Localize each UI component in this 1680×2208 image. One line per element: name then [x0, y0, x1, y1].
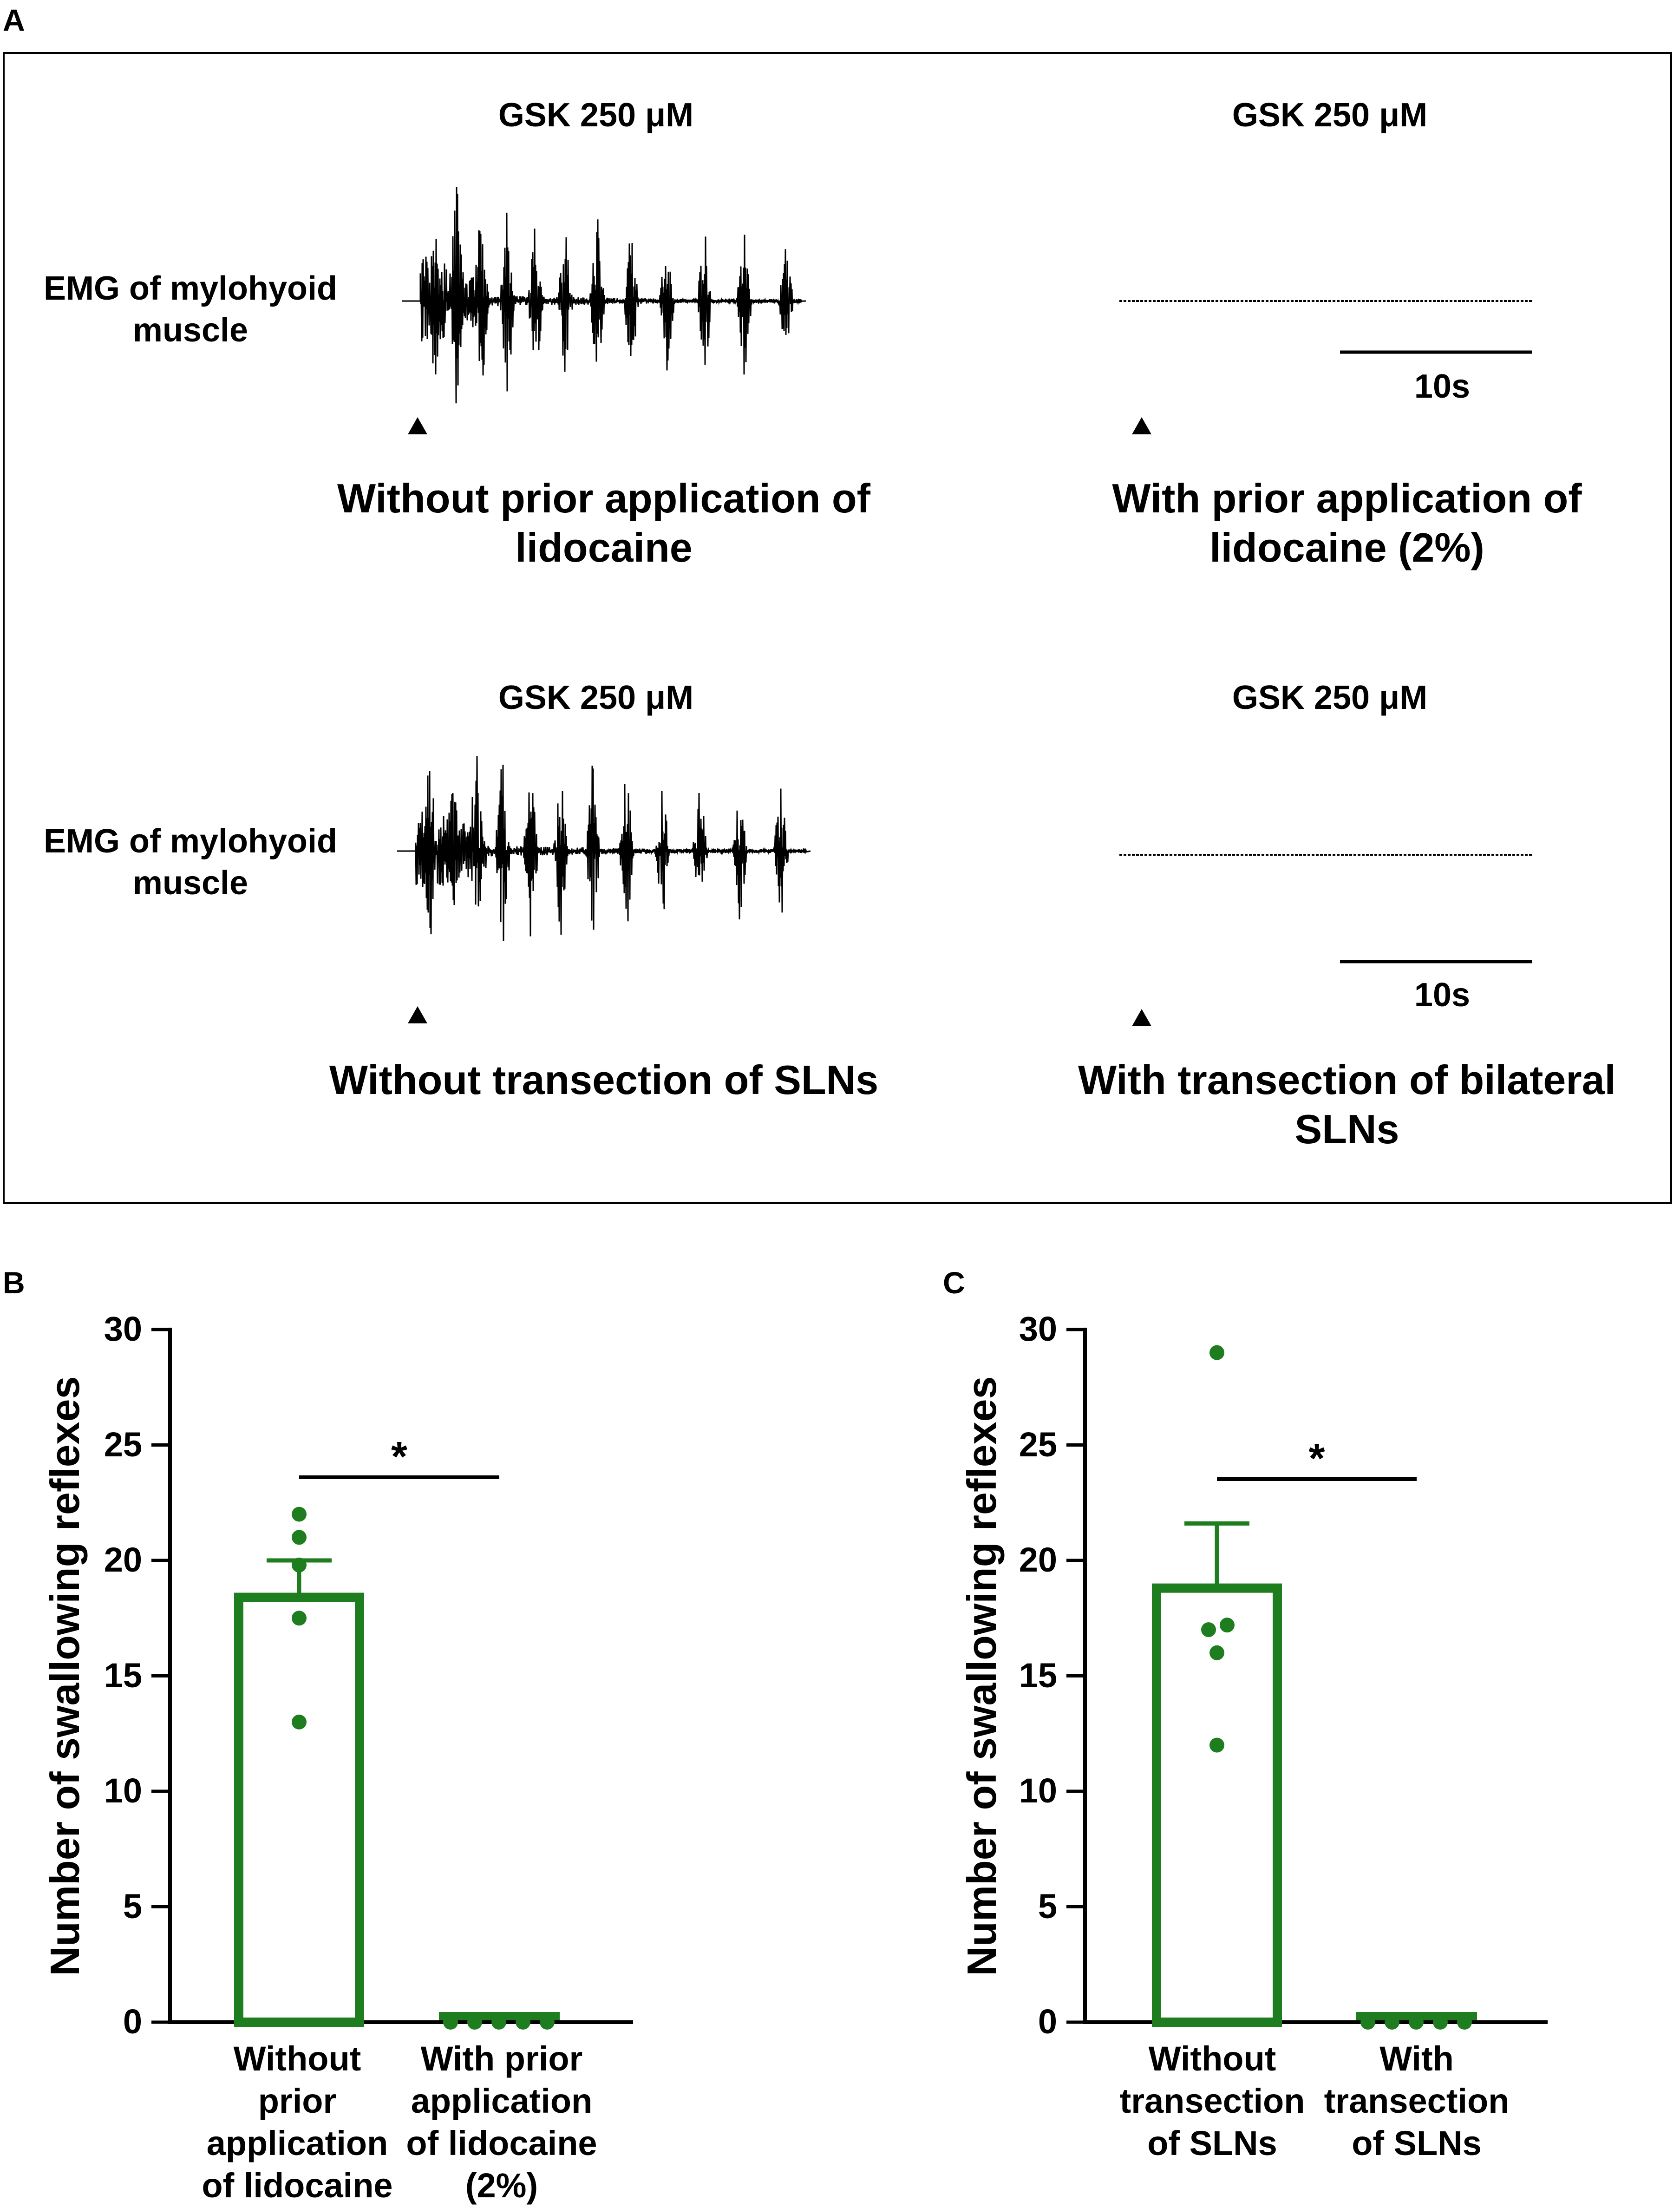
panel-a-frame [3, 52, 1672, 1204]
data-point [1433, 2015, 1448, 2030]
row1-left-caption: Without prior application of lidocaine [337, 475, 870, 570]
row2-left-caption: Without transection of SLNs [329, 1057, 879, 1103]
emg-trace-row2-left [397, 756, 811, 941]
stimulus-arrowhead-row2-right [1132, 1009, 1151, 1026]
row1-emg-label: EMG of mylohyoid muscle [43, 270, 337, 349]
panel-a-traces [397, 187, 1533, 1026]
data-point [292, 1611, 307, 1626]
data-point [491, 2015, 506, 2030]
data-point [1209, 1737, 1224, 1753]
y-tick-label: 30 [1019, 1310, 1057, 1348]
y-tick-label: 5 [123, 1887, 142, 1926]
y-tick-label: 0 [123, 2002, 142, 2041]
y-tick-label: 10 [1019, 1771, 1057, 1810]
stimulus-arrowhead-row2-left [408, 1006, 427, 1023]
row1-left-header: GSK 250 μM [498, 97, 694, 134]
row2-right-caption: With transection of bilateral SLNs [1078, 1057, 1616, 1152]
data-point [443, 2015, 458, 2030]
data-point [540, 2015, 555, 2030]
row1-scale-label: 10s [1414, 368, 1471, 405]
data-point [292, 1714, 307, 1730]
y-tick-label: 20 [104, 1540, 142, 1579]
data-point [1385, 2015, 1399, 2030]
y-tick-label: 20 [1019, 1540, 1057, 1579]
emg-waveform [402, 187, 806, 404]
emg-waveform [397, 756, 811, 941]
panel-a-letter: A [3, 3, 25, 37]
data-point [1220, 1618, 1235, 1633]
y-tick-label: 25 [1019, 1425, 1057, 1464]
data-point [1457, 2015, 1472, 2030]
row1-right-header: GSK 250 μM [1232, 97, 1428, 134]
stimulus-arrowhead-row1-right [1132, 417, 1151, 434]
significance-star: * [391, 1434, 407, 1480]
row2-scale-label: 10s [1414, 976, 1471, 1014]
data-point [467, 2015, 482, 2030]
y-tick-label: 10 [104, 1771, 142, 1810]
y-tick-label: 0 [1038, 2002, 1057, 2041]
y-tick-label: 5 [1038, 1887, 1057, 1926]
data-point [292, 1507, 307, 1522]
data-point [1201, 1622, 1216, 1638]
panel-b-letter: B [3, 1265, 25, 1300]
panel-b-category-label-1: With prior application of lidocaine (2%) [406, 2039, 597, 2205]
data-point [292, 1557, 307, 1572]
row1-right-caption: With prior application of lidocaine (2%) [1112, 475, 1582, 570]
panel-c-letter: C [943, 1265, 965, 1300]
row2-left-header: GSK 250 μM [498, 679, 694, 716]
panel-b-category-label-0: Without prior application of lidocaine [202, 2039, 393, 2205]
y-tick-label: 25 [104, 1425, 142, 1464]
data-point [1409, 2015, 1424, 2030]
row2-right-header: GSK 250 μM [1232, 679, 1428, 716]
emg-trace-row1-left [402, 187, 806, 404]
data-point [516, 2015, 530, 2030]
data-point [1360, 2015, 1375, 2030]
data-point [1209, 1345, 1224, 1360]
significance-star: * [1308, 1435, 1325, 1482]
panel-c-category-label-1: With transection of SLNs [1324, 2039, 1510, 2162]
stimulus-arrowhead-row1-left [408, 417, 427, 434]
data-point [292, 1530, 307, 1545]
data-point [1209, 1645, 1224, 1660]
panel-c-category-label-0: Without transection of SLNs [1119, 2039, 1305, 2162]
y-tick-label: 15 [104, 1656, 142, 1695]
row2-emg-label: EMG of mylohyoid muscle [43, 823, 337, 902]
y-tick-label: 15 [1019, 1656, 1057, 1695]
y-tick-label: 30 [104, 1310, 142, 1348]
